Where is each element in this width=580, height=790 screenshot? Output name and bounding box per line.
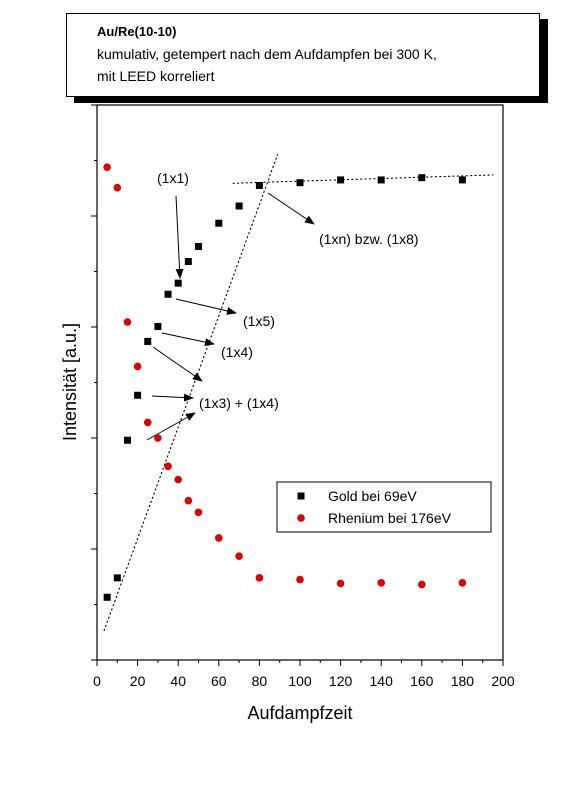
legend-label: Rhenium bei 176eV: [328, 510, 452, 526]
arrow-1x3-b: [151, 393, 194, 402]
rhenium-point: [296, 575, 304, 584]
x-tick-label: 140: [370, 673, 394, 689]
x-tick-label: 180: [451, 673, 475, 689]
rhenium-point: [215, 534, 223, 542]
annotation-label: (1xn) bzw. (1x8): [319, 231, 419, 247]
rhenium-point: [418, 580, 426, 589]
gold-point: [144, 337, 152, 345]
legend-box: [276, 481, 492, 533]
x-tick-label: 120: [329, 673, 353, 689]
rhenium-point: [184, 496, 193, 505]
rhenium-point: [143, 418, 152, 427]
rhenium-point: [133, 362, 142, 371]
rhenium-point: [113, 183, 122, 192]
rhenium-point: [194, 508, 203, 517]
annotation-label: (1x4): [221, 344, 253, 360]
rhenium-point: [174, 475, 182, 484]
rhenium-point: [458, 579, 467, 587]
gold-point: [235, 202, 243, 210]
rhenium-point: [123, 318, 132, 326]
y-axis-ticks: [91, 104, 97, 661]
gold-point: [154, 322, 162, 330]
gold-point: [215, 219, 223, 227]
gold-point: [103, 593, 111, 601]
arrow-1x4: [161, 332, 215, 347]
annotation-arrows: [146, 192, 315, 441]
y-axis-label: Intensität [a.u.]: [60, 323, 80, 441]
gold-point: [123, 436, 131, 444]
fit-line: [103, 153, 279, 632]
x-tick-label: 200: [491, 673, 515, 689]
arrow-1x3-a: [152, 346, 203, 382]
gold-point: [184, 258, 192, 266]
x-axis: 0 20 40 60 80 100 120 140 160 180 200: [93, 660, 515, 689]
gold-point: [134, 391, 142, 399]
annotation-label: (1x3) + (1x4): [199, 395, 279, 411]
x-tick-label: 0: [93, 673, 101, 689]
legend-rhenium-marker: [297, 514, 305, 522]
rhenium-point: [164, 462, 172, 471]
data-series: [103, 163, 467, 601]
x-tick-label: 60: [211, 673, 227, 689]
arrow-1x5: [175, 298, 237, 315]
rhenium-point: [377, 579, 386, 587]
legend-label: Gold bei 69eV: [328, 488, 417, 504]
chart-title: Au/Re(10-10): [97, 24, 177, 39]
chart-subtitle-line1: kumulativ, getempert nach dem Aufdampfen…: [97, 46, 437, 62]
gold-point: [296, 179, 304, 187]
gold-point: [458, 176, 466, 184]
x-tick-label: 20: [130, 673, 146, 689]
x-tick-label: 160: [410, 673, 434, 689]
rhenium-point: [235, 552, 243, 561]
gold-point: [337, 176, 345, 184]
gold-point: [113, 574, 121, 582]
chart-subtitle-line2: mit LEED korreliert: [97, 68, 215, 84]
legend-gold-marker: [297, 492, 305, 500]
gold-point: [255, 181, 263, 189]
legend: Gold bei 69eV Rhenium bei 176eV: [276, 481, 492, 533]
annotations: (1x1) (1xn) bzw. (1x8) (1x5) (1x4) (1x3) + (…: [157, 170, 419, 411]
gold-point: [164, 290, 172, 298]
fit-lines: [103, 153, 494, 632]
gold-point: [174, 279, 182, 287]
fit-line: [232, 174, 494, 184]
rhenium-point: [336, 579, 345, 588]
x-tick-label: 40: [170, 673, 186, 689]
arrow-1x3-c: [146, 412, 196, 441]
arrow-1x1: [175, 195, 184, 279]
x-tick-label: 80: [252, 673, 268, 689]
arrow-1xn: [267, 192, 315, 225]
rhenium-point: [103, 163, 111, 171]
rhenium-point: [154, 434, 162, 442]
gold-point: [195, 243, 202, 251]
x-axis-label: Aufdampfzeit: [247, 703, 352, 723]
annotation-label: (1x1): [157, 170, 189, 186]
gold-point: [377, 176, 385, 184]
annotation-label: (1x5): [243, 313, 275, 329]
rhenium-point: [255, 574, 264, 582]
title-box: Au/Re(10-10) kumulativ, getempert nach d…: [66, 13, 540, 97]
x-tick-label: 100: [288, 673, 312, 689]
gold-point: [418, 174, 426, 182]
